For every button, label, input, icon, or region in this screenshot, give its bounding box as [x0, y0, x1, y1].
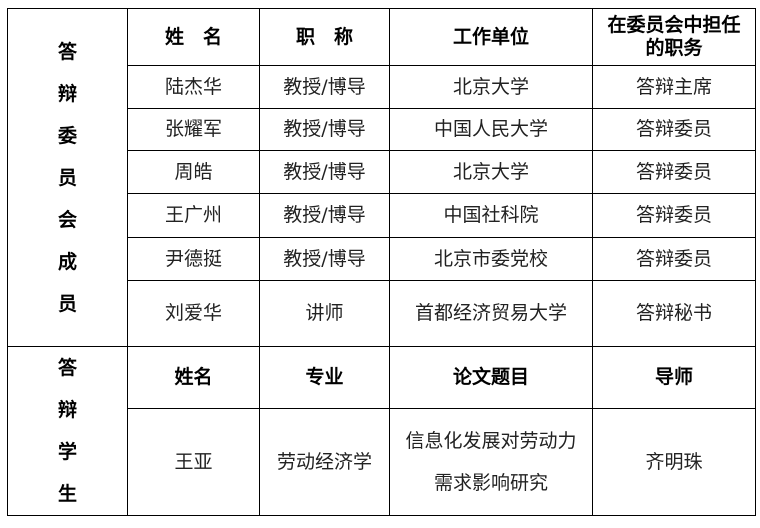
cell-role: 答辩委员 [592, 150, 756, 194]
cell-name: 王广州 [127, 193, 260, 238]
side-char: 成 [57, 250, 77, 273]
cell-title: 教授/博导 [259, 65, 390, 109]
side-char: 答 [57, 357, 77, 379]
header-major: 专业 [259, 346, 390, 409]
cell-name: 张耀军 [127, 108, 260, 151]
table-row: 张耀军 教授/博导 中国人民大学 答辩委员 [8, 108, 756, 151]
side-char: 生 [57, 483, 77, 505]
side-char: 会 [57, 208, 77, 231]
cell-title: 教授/博导 [259, 237, 390, 281]
side-char: 员 [57, 292, 77, 315]
cell-major: 劳动经济学 [259, 408, 390, 516]
side-char: 委 [57, 124, 77, 147]
cell-title: 教授/博导 [259, 193, 390, 238]
student-side-label: 答 辩 学 生 [7, 346, 128, 516]
cell-role: 答辩秘书 [592, 280, 756, 347]
defense-info-table: 答 辩 委 员 会 成 员 姓 名 职 称 工作单位 在委员会中担任的职务 陆杰… [7, 8, 756, 516]
cell-role: 答辩委员 [592, 108, 756, 151]
cell-title: 讲师 [259, 280, 390, 347]
committee-header-row: 答 辩 委 员 会 成 员 姓 名 职 称 工作单位 在委员会中担任的职务 [7, 8, 756, 347]
cell-role: 答辩委员 [592, 193, 756, 238]
header-workplace: 工作单位 [389, 8, 593, 66]
cell-role: 答辩委员 [592, 237, 756, 281]
table-row: 王亚 劳动经济学 信息化发展对劳动力需求影响研究 齐明珠 [8, 408, 756, 516]
cell-role: 答辩主席 [592, 65, 756, 109]
cell-advisor: 齐明珠 [592, 408, 756, 516]
header-name: 姓 名 [127, 8, 260, 66]
cell-workplace: 北京大学 [389, 150, 593, 194]
side-char: 辩 [57, 82, 77, 105]
cell-name: 陆杰华 [127, 65, 260, 109]
table-row: 王广州 教授/博导 中国社科院 答辩委员 [8, 193, 756, 238]
cell-name: 刘爱华 [127, 280, 260, 347]
cell-workplace: 北京大学 [389, 65, 593, 109]
table-row: 周皓 教授/博导 北京大学 答辩委员 [8, 150, 756, 194]
header-advisor: 导师 [592, 346, 756, 409]
table-row: 陆杰华 教授/博导 北京大学 答辩主席 [8, 65, 756, 109]
side-char: 辩 [57, 399, 77, 421]
table-row: 尹德挺 教授/博导 北京市委党校 答辩委员 [8, 237, 756, 281]
cell-thesis-title: 信息化发展对劳动力需求影响研究 [389, 408, 593, 516]
side-char: 答 [57, 40, 77, 63]
side-char: 学 [57, 441, 77, 463]
cell-workplace: 首都经济贸易大学 [389, 280, 593, 347]
cell-name: 尹德挺 [127, 237, 260, 281]
cell-title: 教授/博导 [259, 150, 390, 194]
cell-workplace: 北京市委党校 [389, 237, 593, 281]
committee-side-label: 答 辩 委 员 会 成 员 [7, 8, 128, 347]
header-title: 职 称 [259, 8, 390, 66]
cell-student-name: 王亚 [127, 408, 260, 516]
cell-workplace: 中国人民大学 [389, 108, 593, 151]
header-thesis-title: 论文题目 [389, 346, 593, 409]
cell-name: 周皓 [127, 150, 260, 194]
table-row: 刘爱华 讲师 首都经济贸易大学 答辩秘书 [8, 280, 756, 347]
cell-workplace: 中国社科院 [389, 193, 593, 238]
header-role: 在委员会中担任的职务 [592, 8, 756, 66]
side-char: 员 [57, 166, 77, 189]
cell-title: 教授/博导 [259, 108, 390, 151]
header-student-name: 姓名 [127, 346, 260, 409]
student-header-row: 答 辩 学 生 姓名 专业 论文题目 导师 [7, 346, 756, 516]
